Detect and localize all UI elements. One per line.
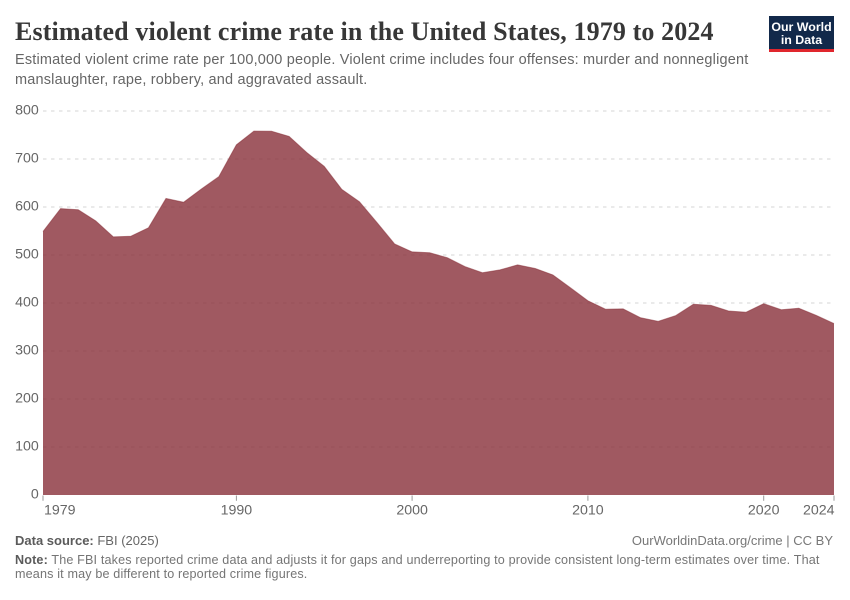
svg-text:200: 200 xyxy=(15,391,39,407)
svg-text:2010: 2010 xyxy=(572,503,604,519)
svg-text:800: 800 xyxy=(15,103,39,119)
svg-text:2024: 2024 xyxy=(803,503,835,519)
svg-text:2020: 2020 xyxy=(748,503,780,519)
svg-text:400: 400 xyxy=(15,295,39,311)
svg-text:700: 700 xyxy=(15,151,39,167)
svg-text:1979: 1979 xyxy=(44,503,76,519)
svg-text:600: 600 xyxy=(15,199,39,215)
svg-text:0: 0 xyxy=(31,487,39,503)
svg-text:100: 100 xyxy=(15,439,39,455)
svg-text:1990: 1990 xyxy=(221,503,253,519)
svg-text:300: 300 xyxy=(15,343,39,359)
svg-text:500: 500 xyxy=(15,247,39,263)
svg-text:2000: 2000 xyxy=(396,503,428,519)
